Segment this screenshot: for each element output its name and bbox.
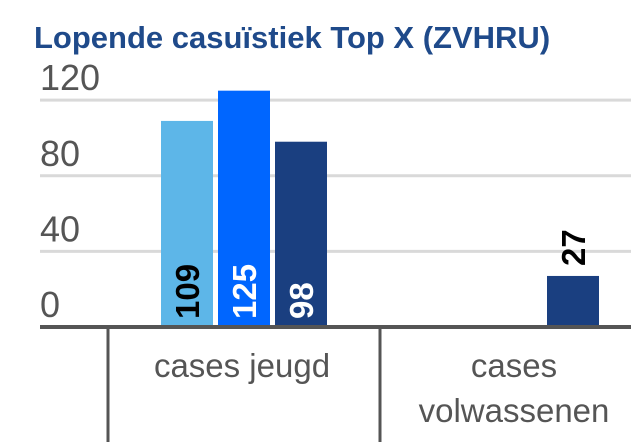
x-tick-label: volwassenen: [419, 392, 610, 429]
bar: [275, 141, 327, 327]
data-label: 125: [226, 264, 263, 319]
y-tick-label: 120: [40, 57, 100, 98]
data-label-group: 27: [555, 229, 592, 266]
bar: [161, 120, 213, 327]
y-tick-label: 80: [40, 133, 80, 174]
x-tick-label: cases: [471, 347, 557, 384]
data-label-group: 109: [169, 264, 206, 319]
y-tick-label: 40: [40, 208, 80, 249]
bar: [218, 90, 270, 327]
data-label: 98: [283, 282, 320, 319]
bar: [547, 275, 599, 327]
data-label-group: 98: [283, 282, 320, 319]
data-label: 109: [169, 264, 206, 319]
data-label: 27: [555, 229, 592, 266]
x-tick-label: cases jeugd: [154, 347, 330, 384]
chart-title: Lopende casuïstiek Top X (ZVHRU): [34, 20, 550, 55]
data-label-group: 125: [226, 264, 263, 319]
y-tick-label: 0: [40, 284, 60, 325]
